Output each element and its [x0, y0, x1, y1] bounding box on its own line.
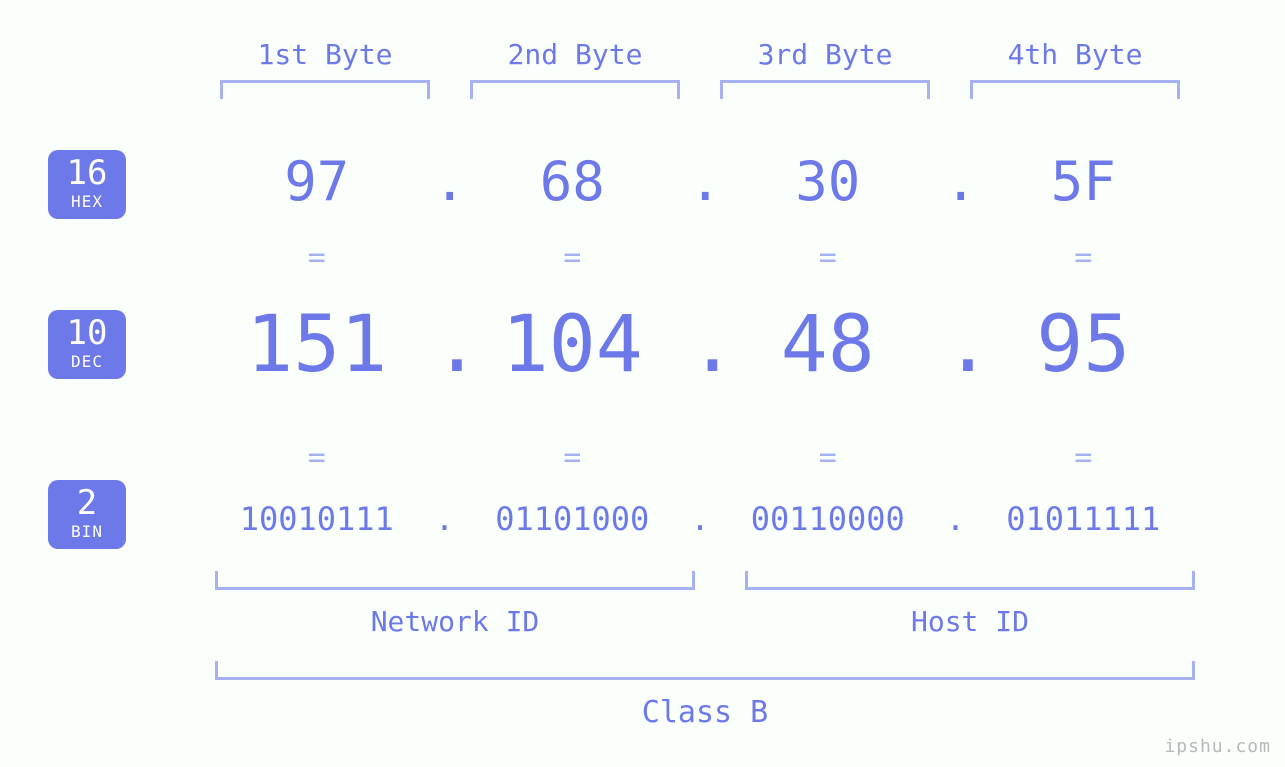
- dec-row: 151 . 104 . 48 . 95: [200, 300, 1200, 390]
- equals-icon: =: [200, 440, 434, 475]
- base-badge-dec: 10 DEC: [48, 310, 126, 379]
- hex-byte-4: 5F: [967, 150, 1201, 213]
- hex-byte-1: 97: [200, 150, 434, 213]
- hex-row: 97 . 68 . 30 . 5F: [200, 150, 1200, 213]
- equals-row-2: = = = =: [200, 440, 1200, 475]
- bracket-1: [200, 80, 450, 100]
- equals-row-1: = = = =: [200, 240, 1200, 275]
- base-badge-hex: 16 HEX: [48, 150, 126, 219]
- dot: .: [434, 500, 456, 538]
- bin-byte-2: 01101000: [456, 500, 690, 538]
- host-id-label: Host ID: [745, 605, 1195, 638]
- base-sys: DEC: [48, 352, 126, 371]
- dot: .: [945, 150, 967, 213]
- class-bracket: [215, 660, 1195, 680]
- dec-byte-4: 95: [967, 300, 1201, 390]
- host-id-bracket: [745, 570, 1195, 590]
- equals-icon: =: [200, 240, 434, 275]
- base-num: 2: [48, 486, 126, 520]
- bracket-3: [700, 80, 950, 100]
- dot: .: [434, 300, 456, 390]
- dec-byte-2: 104: [456, 300, 690, 390]
- dot: .: [689, 300, 711, 390]
- class-label: Class B: [215, 695, 1195, 730]
- base-sys: BIN: [48, 522, 126, 541]
- byte-label-3: 3rd Byte: [700, 38, 950, 71]
- byte-label-1: 1st Byte: [200, 38, 450, 71]
- byte-label-2: 2nd Byte: [450, 38, 700, 71]
- dot: .: [689, 150, 711, 213]
- dot: .: [434, 150, 456, 213]
- dot: .: [945, 300, 967, 390]
- dec-byte-3: 48: [711, 300, 945, 390]
- dot: .: [689, 500, 711, 538]
- byte-label-4: 4th Byte: [950, 38, 1200, 71]
- bin-row: 10010111 . 01101000 . 00110000 . 0101111…: [200, 500, 1200, 538]
- byte-brackets: [200, 80, 1200, 104]
- hex-byte-3: 30: [711, 150, 945, 213]
- base-badge-bin: 2 BIN: [48, 480, 126, 549]
- base-num: 10: [48, 316, 126, 350]
- equals-icon: =: [456, 240, 690, 275]
- hex-byte-2: 68: [456, 150, 690, 213]
- bracket-2: [450, 80, 700, 100]
- equals-icon: =: [967, 240, 1201, 275]
- base-sys: HEX: [48, 192, 126, 211]
- watermark: ipshu.com: [1164, 736, 1271, 757]
- bin-byte-3: 00110000: [711, 500, 945, 538]
- bin-byte-1: 10010111: [200, 500, 434, 538]
- bin-byte-4: 01011111: [967, 500, 1201, 538]
- equals-icon: =: [711, 440, 945, 475]
- dot: .: [945, 500, 967, 538]
- equals-icon: =: [711, 240, 945, 275]
- bracket-4: [950, 80, 1200, 100]
- network-id-label: Network ID: [215, 605, 695, 638]
- equals-icon: =: [456, 440, 690, 475]
- base-num: 16: [48, 156, 126, 190]
- dec-byte-1: 151: [200, 300, 434, 390]
- network-id-bracket: [215, 570, 695, 590]
- byte-labels-row: 1st Byte 2nd Byte 3rd Byte 4th Byte: [200, 38, 1200, 71]
- equals-icon: =: [967, 440, 1201, 475]
